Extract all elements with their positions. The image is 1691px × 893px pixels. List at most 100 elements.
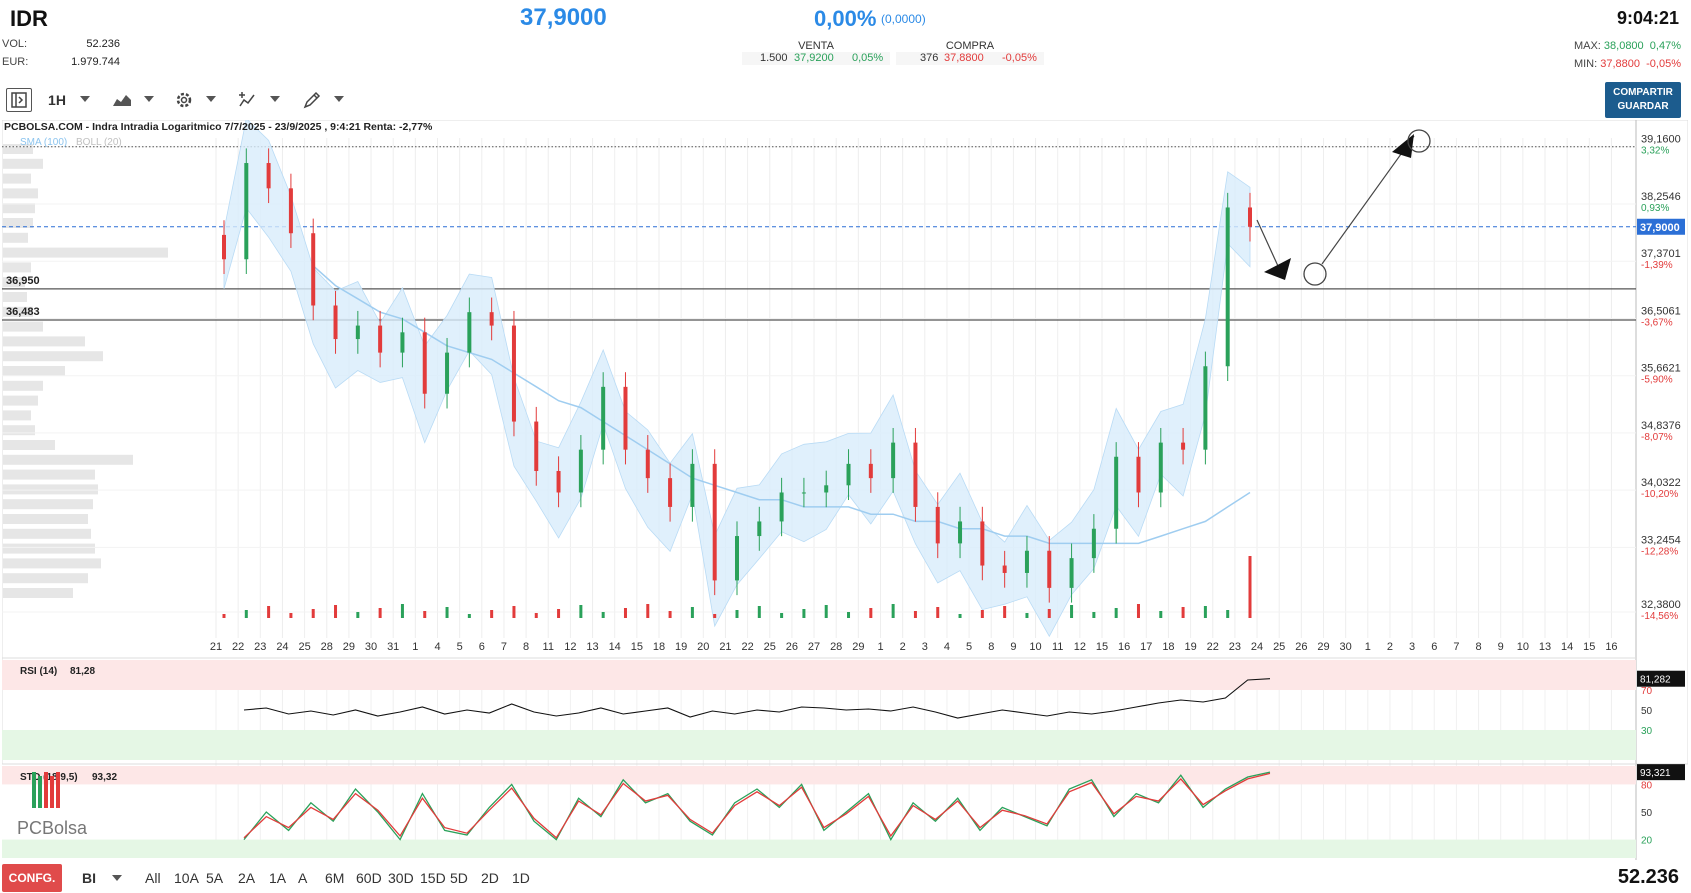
x-tick-label: 19 [1184, 641, 1196, 653]
range-all[interactable]: All [145, 870, 161, 886]
range-10a[interactable]: 10A [174, 870, 199, 886]
mode-chevron-down-icon[interactable] [112, 875, 122, 881]
mode-selector[interactable]: BI [82, 870, 96, 886]
buy-pct: -0,05% [1002, 52, 1037, 64]
volume-bar [1181, 607, 1185, 618]
candle [288, 188, 293, 234]
volume-bar [244, 610, 248, 618]
x-tick-label: 15 [1096, 641, 1108, 653]
sell-qty: 1.500 [760, 52, 788, 64]
interval-selector[interactable]: 1H [48, 92, 66, 108]
range-5d[interactable]: 5D [450, 870, 468, 886]
chart-type-chevron-down-icon[interactable] [144, 96, 154, 102]
candle [511, 325, 516, 422]
range-60d[interactable]: 60D [356, 870, 382, 886]
x-tick-label: 30 [1340, 641, 1352, 653]
volume-profile-bar [3, 188, 38, 199]
footer-bar: CONFG. BI All 10A 5A 2A 1A A 6M 60D 30D 15D 5D 2D 1D… [0, 862, 1691, 893]
candle [712, 463, 717, 581]
sto-tag-label: 93,321 [1640, 768, 1671, 779]
x-tick-label: 25 [1273, 641, 1285, 653]
x-tick-label: 4 [434, 641, 440, 653]
x-tick-label: 6 [1431, 641, 1437, 653]
sidebar-toggle-icon[interactable] [6, 88, 32, 112]
drawing-chevron-down-icon[interactable] [334, 96, 344, 102]
x-tick-label: 29 [343, 641, 355, 653]
volume-bar [958, 614, 962, 618]
interval-chevron-down-icon[interactable] [80, 96, 90, 102]
max-label: MAX: [1573, 40, 1601, 52]
svg-text:PCBolsa: PCBolsa [17, 818, 88, 838]
range-2d[interactable]: 2D [481, 870, 499, 886]
x-tick-label: 13 [586, 641, 598, 653]
sell-pct: 0,05% [852, 52, 884, 64]
indicators-chevron-down-icon[interactable] [270, 96, 280, 102]
rsi-level-label: 70 [1641, 686, 1653, 697]
volume-bar [1248, 556, 1252, 618]
x-tick-label: 5 [457, 641, 463, 653]
drawing-tools-icon[interactable] [300, 88, 324, 112]
range-1a[interactable]: 1A [269, 870, 287, 886]
volume-profile-bar [3, 425, 35, 436]
volume-profile-bar [3, 499, 93, 510]
range-a[interactable]: A [298, 870, 308, 886]
x-tick-label: 14 [1561, 641, 1573, 653]
settings-chevron-down-icon[interactable] [206, 96, 216, 102]
x-tick-label: 8 [988, 641, 994, 653]
candle [445, 352, 450, 394]
x-tick-label: 7 [1453, 641, 1459, 653]
x-tick-label: 21 [210, 641, 222, 653]
config-button[interactable]: CONFG. [2, 864, 62, 892]
x-tick-label: 10 [1517, 641, 1529, 653]
volume-profile-bar [3, 262, 31, 273]
buy-qty: 376 [920, 52, 939, 64]
range-30d[interactable]: 30D [388, 870, 414, 886]
y-tick-label: 38,2546 [1641, 191, 1681, 203]
chart-area[interactable]: 21 22 23 24 25 28 29 30 31 1 4 5 6 7 8 11 12 13 14 15 18 19 20… [1, 117, 1689, 860]
candle [846, 463, 851, 486]
candle [1069, 558, 1074, 588]
candle [801, 492, 806, 494]
target-circle-icon [1407, 129, 1431, 153]
sto-level-label: 50 [1641, 808, 1653, 819]
volume-profile-bar [3, 366, 65, 376]
x-tick-label: 14 [609, 641, 621, 653]
range-1d[interactable]: 1D [512, 870, 530, 886]
gear-icon[interactable] [172, 88, 196, 112]
volume-profile-bar [3, 469, 95, 480]
volume-profile-bar [3, 203, 35, 214]
eur-label: EUR: [2, 56, 29, 68]
support-label: 36,950 [6, 275, 40, 287]
indicators-icon[interactable] [236, 88, 260, 112]
range-5a[interactable]: 5A [206, 870, 224, 886]
x-tick-label: 24 [276, 641, 288, 653]
x-tick-label: 13 [1539, 641, 1551, 653]
volume-profile-bar [3, 454, 133, 465]
sell-title: VENTA [798, 40, 834, 52]
price-chart[interactable]: 21 22 23 24 25 28 29 30 31 1 4 5 6 7 8 11 12 13 14 15 18 19 20… [1, 117, 1689, 860]
share-label: COMPARTIR [1613, 87, 1673, 98]
volume-bar [1047, 609, 1051, 618]
candle [244, 163, 249, 260]
candle [980, 521, 985, 566]
x-tick-label: 10 [1029, 641, 1041, 653]
share-save-button[interactable]: COMPARTIR GUARDAR [1605, 82, 1681, 118]
support-label: 36,483 [6, 306, 40, 318]
y-tick-label: 39,1600 [1641, 134, 1681, 146]
max-price: 38,0800 [1603, 40, 1644, 52]
candle [489, 312, 494, 326]
x-tick-label: 6 [479, 641, 485, 653]
rsi-tag-label: 81,282 [1640, 675, 1671, 686]
volume-profile-bar [3, 410, 31, 421]
sto-oversold-zone [2, 839, 1636, 858]
volume-profile-bar [3, 292, 27, 302]
volume-profile-bar [3, 558, 101, 569]
candle [1225, 207, 1230, 367]
chart-type-icon[interactable] [110, 88, 134, 112]
range-2a[interactable]: 2A [238, 870, 256, 886]
max-pct: 0,47% [1649, 40, 1681, 52]
volume-bar [1136, 604, 1140, 618]
buy-box: COMPRA 376 37,8800 -0,05% [896, 40, 1044, 66]
range-6m[interactable]: 6M [325, 870, 345, 886]
range-15d[interactable]: 15D [420, 870, 446, 886]
